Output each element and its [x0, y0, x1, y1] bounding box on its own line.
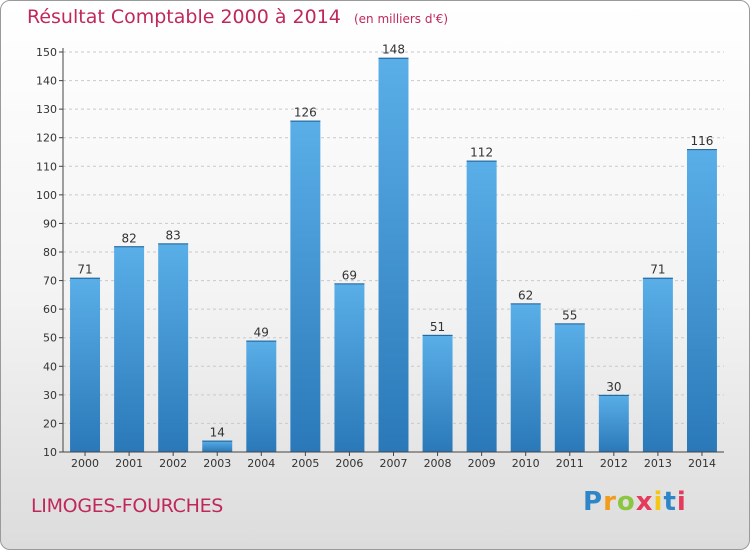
data-label-2007: 148: [382, 43, 405, 57]
bar-2000: [70, 277, 101, 452]
x-tick-label-2009: 2009: [468, 457, 496, 470]
data-label-2006: 69: [342, 268, 357, 282]
bar-2013: [642, 277, 673, 452]
data-label-2012: 30: [606, 380, 621, 394]
y-tick-label-110: 110: [36, 160, 57, 173]
y-tick-label-50: 50: [43, 332, 57, 345]
data-label-2013: 71: [650, 263, 665, 277]
y-tick-label-150: 150: [36, 46, 57, 59]
x-tick-label-2003: 2003: [203, 457, 231, 470]
logo-letter: t: [663, 487, 677, 517]
x-tick-label-2011: 2011: [556, 457, 584, 470]
x-tick-label-2002: 2002: [159, 457, 187, 470]
x-tick-label-2000: 2000: [71, 457, 99, 470]
logo-letter: i: [676, 487, 687, 517]
bar-2014: [686, 149, 717, 452]
logo-letter: r: [603, 487, 617, 517]
bar-2009: [466, 160, 497, 453]
x-tick-label-2006: 2006: [335, 457, 363, 470]
y-tick-label-40: 40: [43, 360, 57, 373]
logo-letter: i: [653, 487, 664, 517]
logo-letter: x: [635, 487, 654, 517]
bar-2002: [158, 243, 189, 452]
data-label-2010: 62: [518, 288, 533, 302]
data-label-2000: 71: [77, 263, 92, 277]
y-tick-label-30: 30: [43, 389, 57, 402]
x-tick-label-2014: 2014: [688, 457, 716, 470]
bars: 71 82 83 14 49 126 69 148 51 112 62 55 30 71 116: [70, 43, 717, 453]
y-tick-label-100: 100: [36, 189, 57, 202]
axes: 10 20 30 40 50 60 70 80 90 100 110 120 130 140 150 2000…: [36, 46, 724, 470]
y-tick-label-130: 130: [36, 103, 57, 116]
bar-2011: [554, 323, 585, 452]
y-tick-label-90: 90: [43, 217, 57, 230]
bar-2003: [202, 440, 233, 452]
data-label-2003: 14: [210, 426, 225, 440]
x-tick-label-2010: 2010: [512, 457, 540, 470]
chart-title: Résultat Comptable 2000 à 2014: [27, 6, 341, 28]
y-tick-label-70: 70: [43, 275, 57, 288]
bar-2012: [598, 394, 629, 452]
y-tick-label-20: 20: [43, 417, 57, 430]
x-tick-label-2013: 2013: [644, 457, 672, 470]
data-label-2001: 82: [121, 231, 136, 245]
x-tick-label-2005: 2005: [291, 457, 319, 470]
commune-name: LIMOGES-FOURCHES: [31, 495, 224, 517]
x-tick-label-2001: 2001: [115, 457, 143, 470]
data-label-2005: 126: [294, 106, 317, 120]
data-label-2014: 116: [691, 134, 714, 148]
x-tick-label-2007: 2007: [380, 457, 408, 470]
bar-2010: [510, 303, 541, 452]
proxiti-logo: Proxiti: [583, 487, 687, 517]
bar-2001: [114, 246, 145, 452]
data-label-2004: 49: [254, 326, 269, 340]
title-block: Résultat Comptable 2000 à 2014 (en milli…: [27, 6, 448, 28]
bar-2007: [378, 57, 409, 452]
logo-letter: o: [616, 487, 636, 517]
x-tick-label-2008: 2008: [424, 457, 452, 470]
data-label-2008: 51: [430, 320, 445, 334]
bar-2008: [422, 334, 453, 452]
bar-2005: [290, 120, 321, 453]
data-label-2011: 55: [562, 308, 577, 322]
logo-letter: P: [583, 487, 604, 517]
x-tick-label-2004: 2004: [247, 457, 275, 470]
chart-subtitle: (en milliers d'€): [353, 12, 449, 26]
data-label-2009: 112: [470, 146, 493, 160]
y-tick-label-140: 140: [36, 75, 57, 88]
x-tick-label-2012: 2012: [600, 457, 628, 470]
y-tick-label-10: 10: [43, 446, 57, 459]
y-tick-label-60: 60: [43, 303, 57, 316]
data-label-2002: 83: [166, 228, 181, 242]
bar-2006: [334, 283, 365, 452]
bar-2004: [246, 340, 277, 452]
y-tick-label-120: 120: [36, 132, 57, 145]
y-tick-label-80: 80: [43, 246, 57, 259]
